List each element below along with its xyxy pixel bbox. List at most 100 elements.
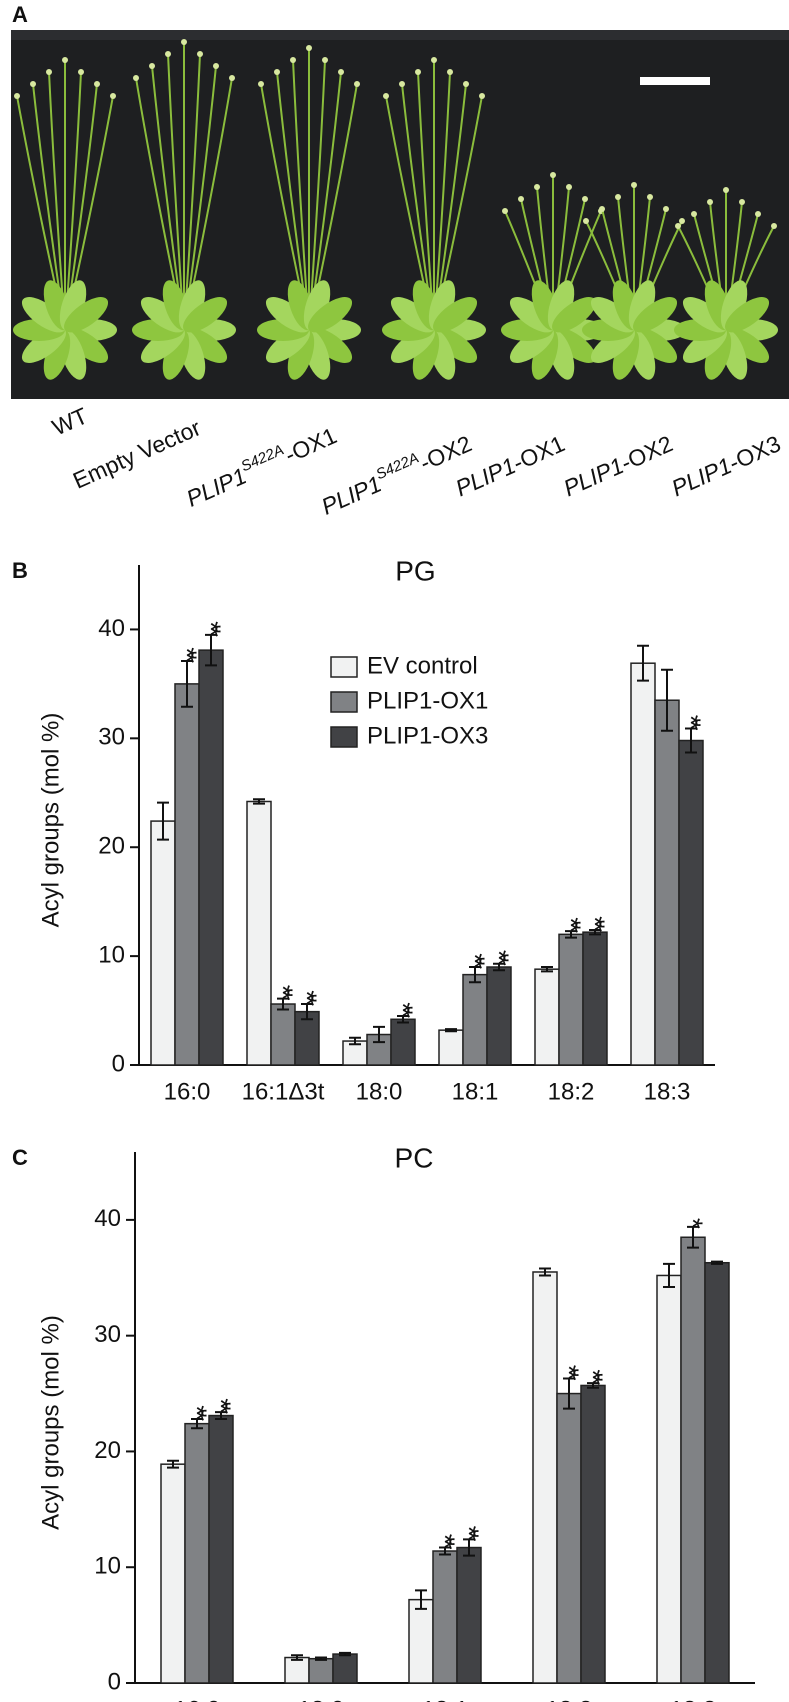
flower — [663, 206, 669, 212]
error-bar — [191, 1418, 203, 1430]
flower — [599, 206, 605, 212]
bar — [656, 1274, 682, 1684]
flower — [675, 223, 681, 229]
flower — [30, 81, 36, 87]
flower — [755, 211, 761, 217]
axis-line — [138, 565, 715, 1066]
gene-name: PLIP1 — [560, 452, 628, 501]
y-tick-label: 10 — [94, 1553, 121, 1580]
bar — [704, 1261, 730, 1684]
genotype-label: PLIP1S422A-OX1 — [181, 420, 340, 512]
error-bar — [539, 1267, 551, 1277]
flower — [550, 172, 556, 178]
label-text: WT — [48, 402, 91, 440]
y-tick-label: 40 — [94, 1205, 121, 1232]
error-bar — [563, 1377, 575, 1410]
bar — [680, 1236, 706, 1684]
error-bar — [167, 1459, 179, 1469]
legend-label: PLIP1-OX3 — [367, 722, 488, 749]
flower — [647, 194, 653, 200]
bar — [284, 1656, 310, 1684]
error-bar — [685, 727, 697, 754]
error-bar — [493, 962, 505, 972]
gene-name: PLIP1 — [668, 452, 736, 501]
bar — [486, 966, 512, 1066]
flower — [133, 75, 139, 81]
x-tick-label: 18:3 — [644, 1078, 691, 1105]
flower — [771, 223, 777, 229]
flower — [383, 93, 389, 99]
label-suffix: -OX1 — [509, 430, 569, 476]
flower — [338, 69, 344, 75]
plants — [13, 39, 778, 380]
bar — [408, 1598, 434, 1684]
genotype-label: WT — [48, 402, 91, 440]
y-axis-label: Acyl groups (mol %) — [37, 713, 64, 928]
flower — [274, 69, 280, 75]
bar — [270, 1003, 296, 1066]
error-bar — [301, 1003, 313, 1021]
leaf — [552, 297, 597, 333]
error-bar — [253, 798, 265, 805]
flower — [615, 194, 621, 200]
flower — [78, 69, 84, 75]
y-tick-label: 40 — [98, 615, 125, 642]
flower — [181, 39, 187, 45]
x-tick-label: 18:2 — [546, 1696, 593, 1702]
gene-name: PLIP1 — [317, 471, 385, 520]
bar — [534, 968, 560, 1066]
bar — [332, 1653, 358, 1684]
y-tick-label: 10 — [98, 941, 125, 968]
error-bar — [181, 660, 193, 708]
y-tick-label: 0 — [112, 1050, 125, 1077]
y-tick-label: 30 — [94, 1321, 121, 1348]
flower — [46, 69, 52, 75]
error-bar — [589, 928, 601, 936]
error-bar — [445, 1028, 457, 1033]
flower — [707, 199, 713, 205]
error-bar — [397, 1015, 409, 1024]
flower — [290, 57, 296, 63]
x-tick-label: 18:0 — [298, 1696, 345, 1702]
bar — [630, 662, 656, 1066]
genotype-label: PLIP1-OX2 — [560, 430, 677, 501]
bar — [654, 699, 680, 1066]
flower — [723, 187, 729, 193]
flower — [679, 218, 685, 224]
bar — [432, 1550, 458, 1684]
legend-swatch — [330, 691, 358, 713]
legend-swatch — [330, 656, 358, 678]
legend-label: PLIP1-OX1 — [367, 687, 488, 714]
flower — [691, 211, 697, 217]
bar — [532, 1271, 558, 1684]
error-bar — [205, 633, 217, 667]
flower — [415, 69, 421, 75]
bar — [580, 1384, 606, 1684]
bar — [556, 1392, 582, 1684]
error-bar — [339, 1651, 351, 1657]
flower — [229, 75, 235, 81]
flower — [213, 63, 219, 69]
y-axis-label: Acyl groups (mol %) — [37, 1315, 64, 1530]
flower — [110, 93, 116, 99]
bar — [438, 1029, 464, 1066]
error-bar — [463, 1538, 475, 1557]
y-tick-label: 0 — [108, 1668, 121, 1695]
legend-swatch — [330, 726, 358, 748]
error-bar — [415, 1589, 427, 1610]
flower — [502, 208, 508, 214]
label-suffix: -OX2 — [416, 430, 476, 476]
bar — [294, 1010, 320, 1066]
flower — [566, 184, 572, 190]
flower — [447, 69, 453, 75]
x-tick-label: 18:1 — [452, 1078, 499, 1105]
bar — [160, 1463, 186, 1684]
chart-title: PG — [395, 555, 435, 586]
bar — [390, 1018, 416, 1066]
flower — [463, 81, 469, 87]
x-tick-label: 16:0 — [174, 1696, 221, 1702]
error-bar — [637, 644, 649, 682]
bar — [678, 739, 704, 1066]
superscript: S422A — [238, 441, 286, 475]
